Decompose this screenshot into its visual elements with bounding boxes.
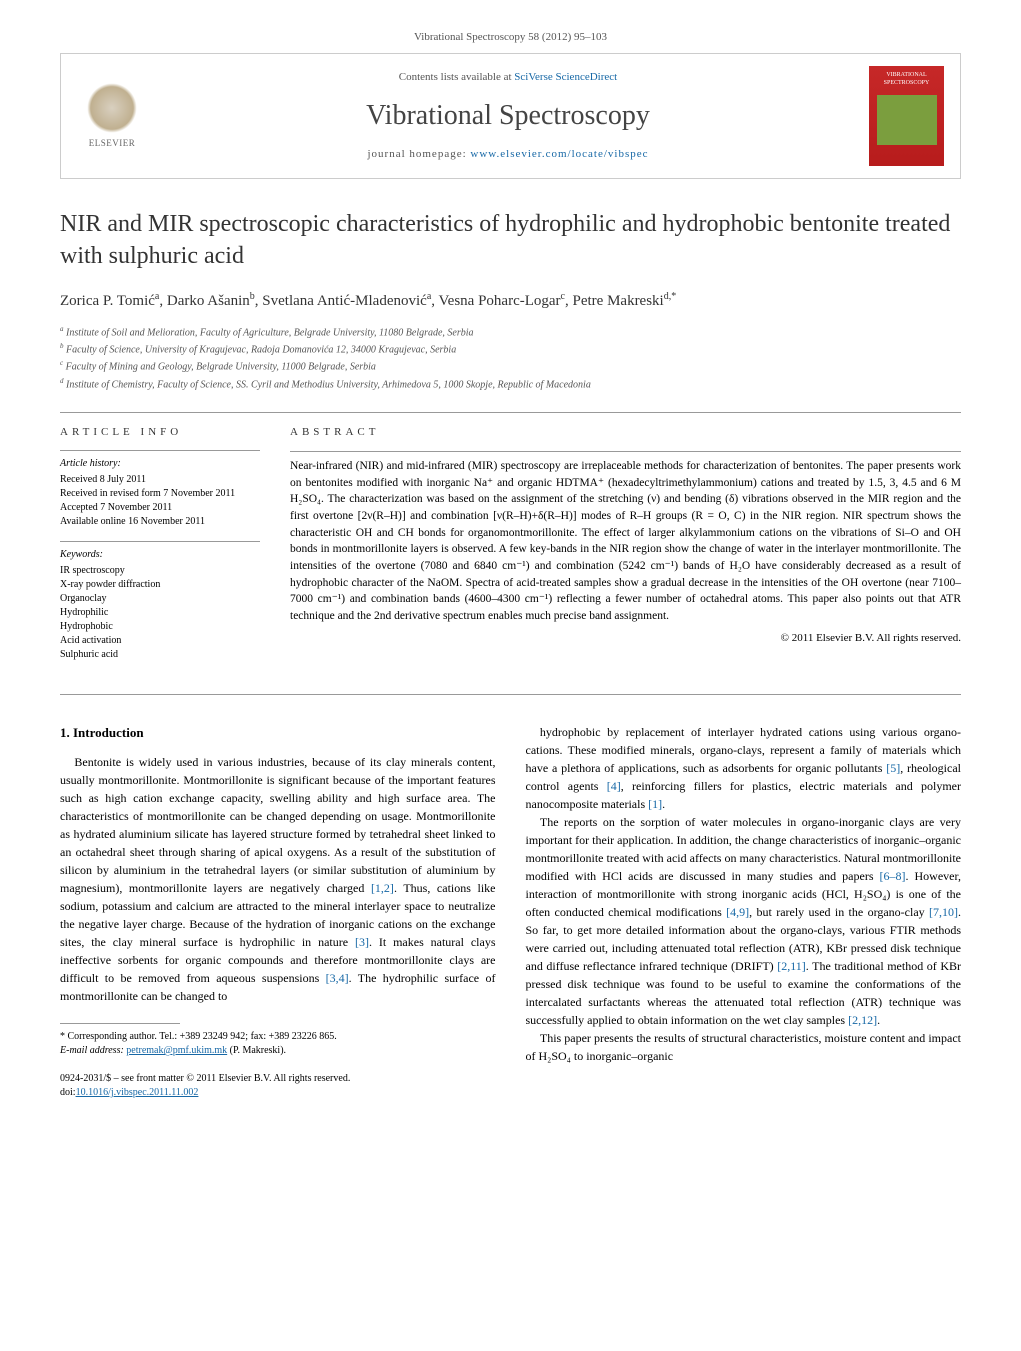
doi-label: doi: <box>60 1087 76 1098</box>
body-column-left: 1. Introduction Bentonite is widely used… <box>60 723 496 1100</box>
journal-name: Vibrational Spectroscopy <box>147 96 869 135</box>
affiliations-block: a Institute of Soil and Melioration, Fac… <box>60 324 961 392</box>
citation-ref[interactable]: [5] <box>886 761 900 775</box>
keyword-item: Sulphuric acid <box>60 648 260 662</box>
contents-available-line: Contents lists available at SciVerse Sci… <box>147 70 869 85</box>
abstract-label: ABSTRACT <box>290 425 961 441</box>
elsevier-logo: ELSEVIER <box>77 76 147 156</box>
cover-image-placeholder <box>877 95 937 145</box>
elsevier-label: ELSEVIER <box>89 137 136 150</box>
history-label: Article history: <box>60 457 260 471</box>
info-abstract-row: ARTICLE INFO Article history: Received 8… <box>60 425 961 674</box>
keyword-item: IR spectroscopy <box>60 564 260 578</box>
corresponding-line: * Corresponding author. Tel.: +389 23249… <box>60 1030 496 1044</box>
citation-ref[interactable]: [7,10] <box>929 905 958 919</box>
body-two-columns: 1. Introduction Bentonite is widely used… <box>60 723 961 1100</box>
abstract-copyright: © 2011 Elsevier B.V. All rights reserved… <box>290 631 961 647</box>
header-center: Contents lists available at SciVerse Sci… <box>147 70 869 162</box>
body-column-right: hydrophobic by replacement of interlayer… <box>526 723 962 1100</box>
article-title: NIR and MIR spectroscopic characteristic… <box>60 209 961 271</box>
issn-line: 0924-2031/$ – see front matter © 2011 El… <box>60 1072 496 1086</box>
homepage-line: journal homepage: www.elsevier.com/locat… <box>147 147 869 162</box>
footnote-separator <box>60 1023 180 1024</box>
corresponding-author-footnote: * Corresponding author. Tel.: +389 23249… <box>60 1030 496 1058</box>
article-info-label: ARTICLE INFO <box>60 425 260 440</box>
contents-prefix: Contents lists available at <box>399 71 514 83</box>
citation-ref[interactable]: [3] <box>355 935 369 949</box>
history-line: Received in revised form 7 November 2011 <box>60 487 260 501</box>
keyword-item: Organoclay <box>60 592 260 606</box>
divider <box>290 451 961 452</box>
divider <box>60 412 961 413</box>
citation-ref[interactable]: [2,11] <box>777 959 806 973</box>
email-link[interactable]: petremak@pmf.ukim.mk <box>126 1045 227 1056</box>
divider <box>60 541 260 542</box>
section-heading-introduction: 1. Introduction <box>60 723 496 743</box>
authors-line: Zorica P. Tomića, Darko Ašaninb, Svetlan… <box>60 290 961 312</box>
body-paragraph: This paper presents the results of struc… <box>526 1029 962 1065</box>
keyword-item: Hydrophobic <box>60 620 260 634</box>
divider <box>60 450 260 451</box>
citation-ref[interactable]: [4,9] <box>726 905 749 919</box>
homepage-link[interactable]: www.elsevier.com/locate/vibspec <box>470 148 648 160</box>
sciencedirect-link[interactable]: SciVerse ScienceDirect <box>514 71 617 83</box>
keywords-label: Keywords: <box>60 548 260 562</box>
keyword-item: Acid activation <box>60 634 260 648</box>
keyword-item: Hydrophilic <box>60 606 260 620</box>
body-paragraph: hydrophobic by replacement of interlayer… <box>526 723 962 813</box>
affiliation-line: a Institute of Soil and Melioration, Fac… <box>60 324 961 340</box>
abstract-text: Near-infrared (NIR) and mid-infrared (MI… <box>290 458 961 625</box>
citation-ref[interactable]: [1,2] <box>371 881 394 895</box>
keywords-block: Keywords: IR spectroscopyX-ray powder di… <box>60 548 260 662</box>
email-label: E-mail address: <box>60 1045 126 1056</box>
article-history-block: Article history: Received 8 July 2011Rec… <box>60 457 260 529</box>
doi-link[interactable]: 10.1016/j.vibspec.2011.11.002 <box>76 1087 199 1098</box>
homepage-prefix: journal homepage: <box>367 148 470 160</box>
history-line: Received 8 July 2011 <box>60 473 260 487</box>
history-line: Accepted 7 November 2011 <box>60 501 260 515</box>
journal-citation-header: Vibrational Spectroscopy 58 (2012) 95–10… <box>60 30 961 45</box>
citation-ref[interactable]: [6–8] <box>880 869 906 883</box>
email-line: E-mail address: petremak@pmf.ukim.mk (P.… <box>60 1044 496 1058</box>
citation-ref[interactable]: [3,4] <box>326 971 349 985</box>
affiliation-line: b Faculty of Science, University of Krag… <box>60 341 961 357</box>
affiliation-line: c Faculty of Mining and Geology, Belgrad… <box>60 358 961 374</box>
affiliation-line: d Institute of Chemistry, Faculty of Sci… <box>60 376 961 392</box>
journal-header-box: ELSEVIER Contents lists available at Sci… <box>60 53 961 179</box>
history-line: Available online 16 November 2011 <box>60 515 260 529</box>
elsevier-tree-icon <box>87 83 137 133</box>
cover-title: VIBRATIONAL SPECTROSCOPY <box>873 72 940 86</box>
body-paragraph: The reports on the sorption of water mol… <box>526 813 962 1029</box>
citation-ref[interactable]: [4] <box>607 779 621 793</box>
abstract-column: ABSTRACT Near-infrared (NIR) and mid-inf… <box>290 425 961 674</box>
citation-ref[interactable]: [1] <box>648 797 662 811</box>
article-info-column: ARTICLE INFO Article history: Received 8… <box>60 425 260 674</box>
keyword-item: X-ray powder diffraction <box>60 578 260 592</box>
journal-cover-thumbnail: VIBRATIONAL SPECTROSCOPY <box>869 66 944 166</box>
footer-issn-doi: 0924-2031/$ – see front matter © 2011 El… <box>60 1072 496 1100</box>
divider <box>60 694 961 695</box>
body-paragraph: Bentonite is widely used in various indu… <box>60 753 496 1005</box>
citation-ref[interactable]: [2,12] <box>848 1013 877 1027</box>
email-person: (P. Makreski). <box>227 1045 286 1056</box>
